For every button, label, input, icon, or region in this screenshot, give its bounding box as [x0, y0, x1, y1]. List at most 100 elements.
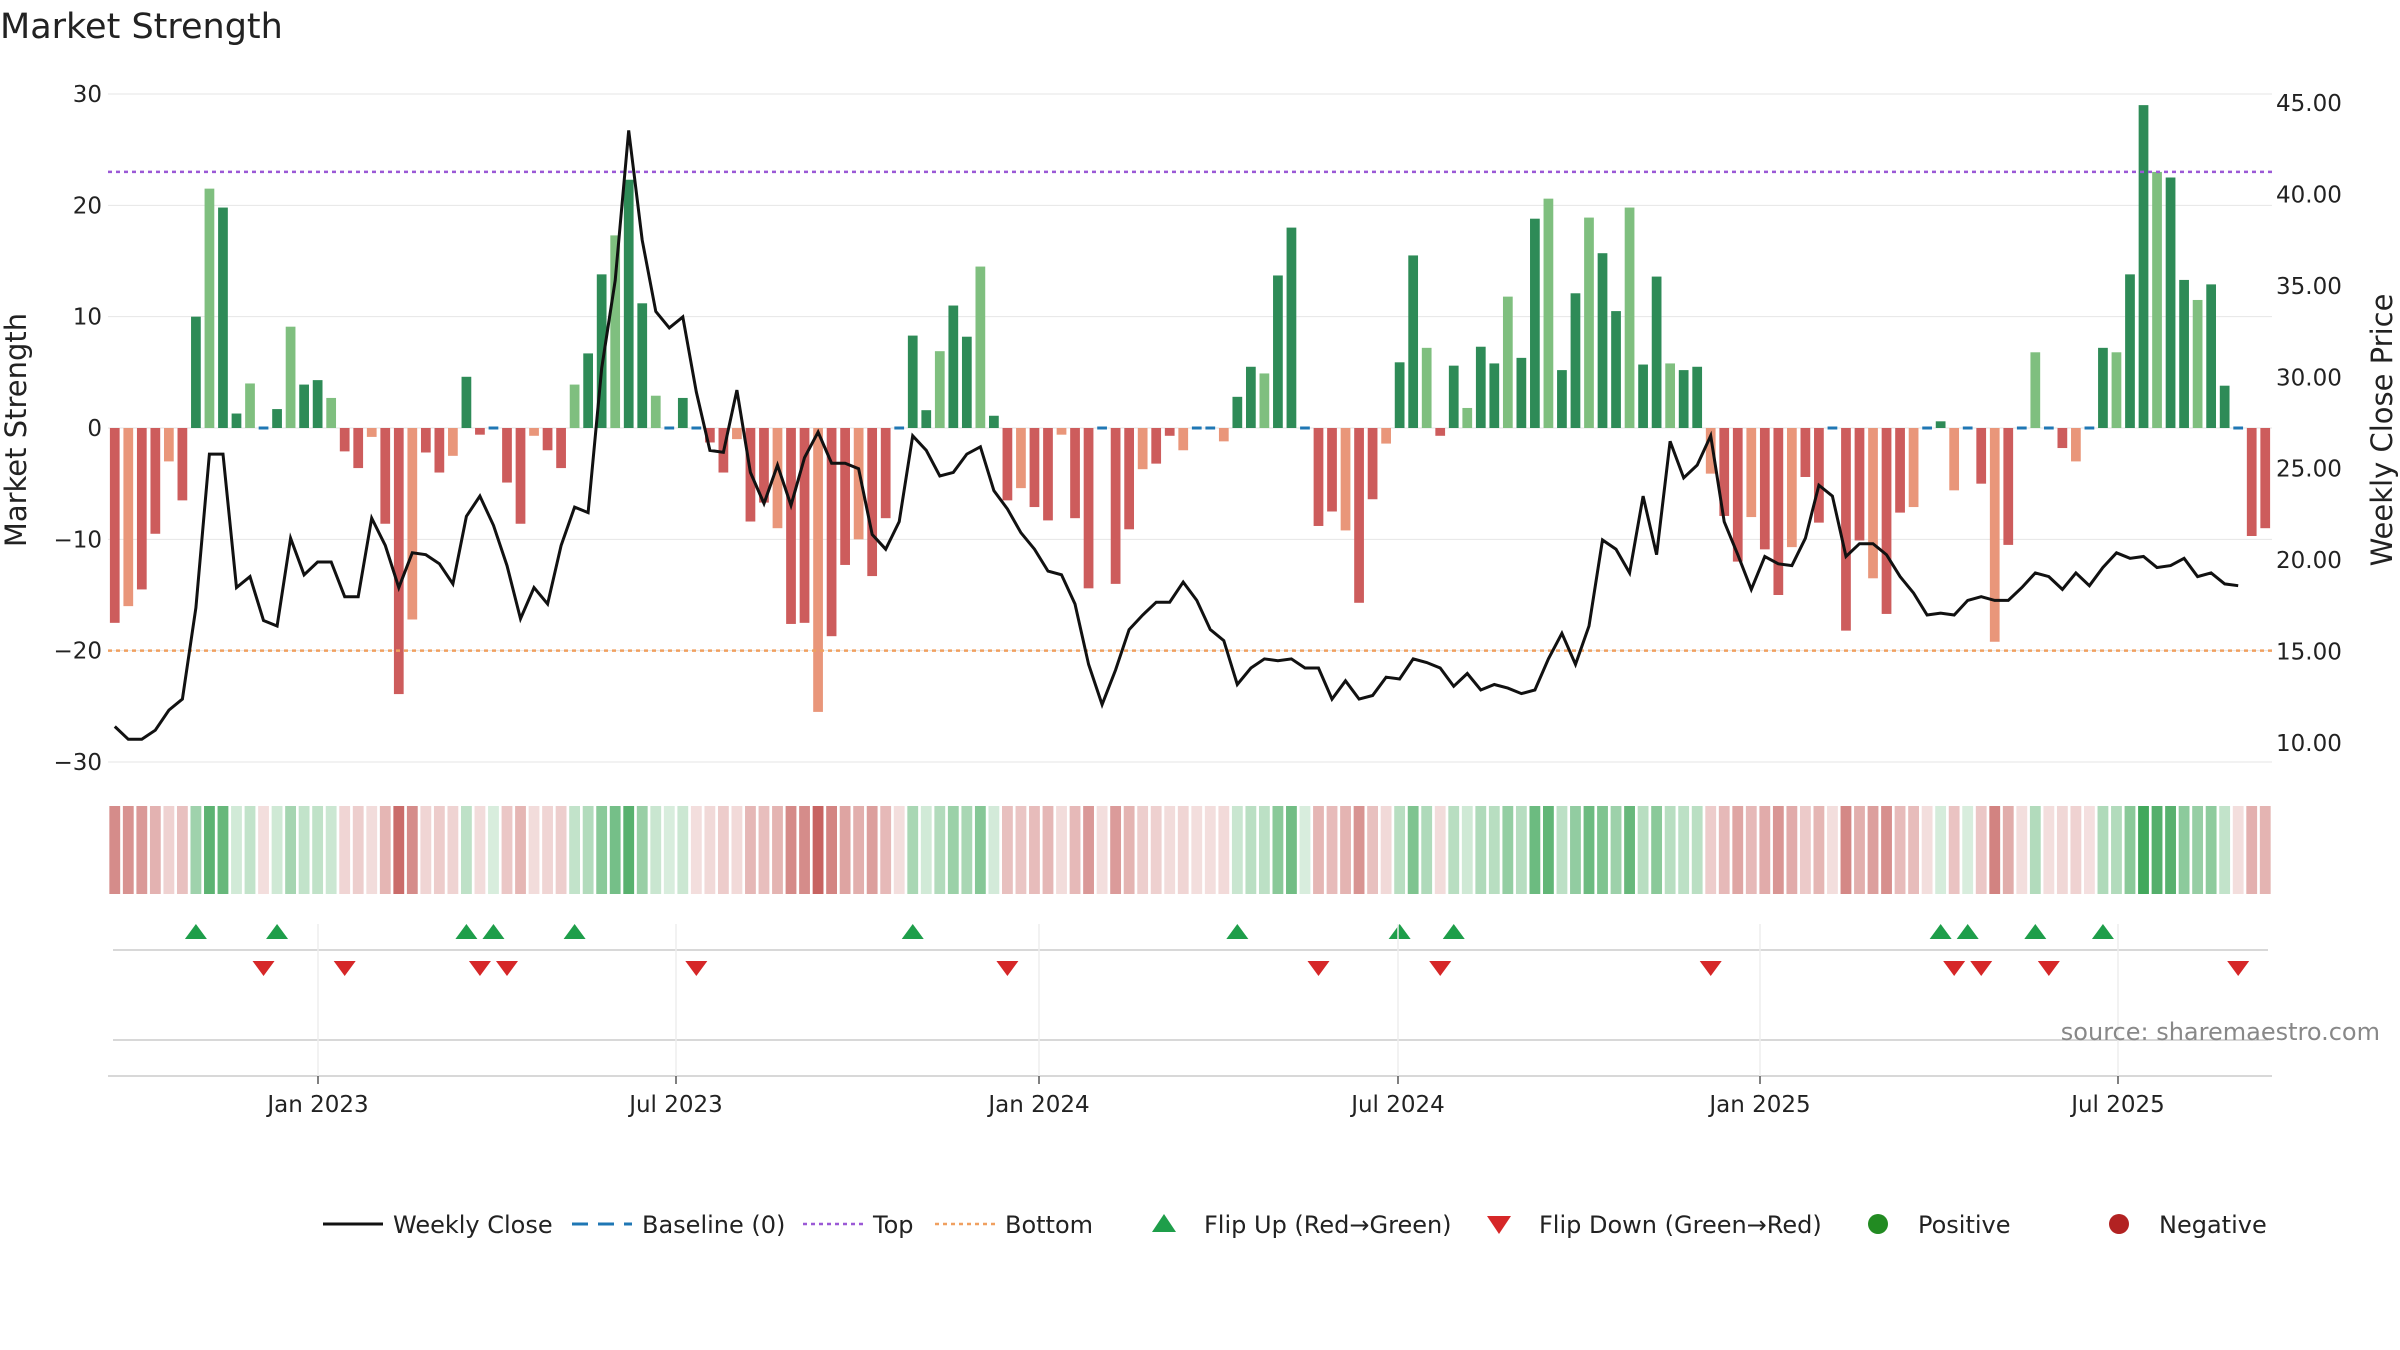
legend-label: Baseline (0) [642, 1211, 785, 1239]
legend-label: Flip Down (Green→Red) [1539, 1211, 1822, 1239]
heat-cell [2084, 806, 2095, 894]
heat-cell [109, 806, 121, 894]
reference-lines [108, 170, 2272, 652]
heat-cell [1177, 806, 1189, 894]
baseline-dash [1191, 426, 1202, 430]
heat-cell [663, 806, 675, 894]
flip-up-marker [482, 924, 505, 939]
strength-bar [1814, 428, 1824, 523]
heat-cell [1204, 806, 1216, 894]
strength-bar [2219, 385, 2230, 428]
heat-cell [974, 806, 986, 894]
legend-item: Weekly Close [323, 1211, 553, 1239]
strength-bar [407, 428, 418, 620]
legend-label: Top [872, 1211, 914, 1239]
chart-title: Market Strength [0, 7, 283, 47]
heat-cell [285, 806, 296, 894]
flip-markers-panel [108, 924, 2272, 1077]
strength-bar [1245, 366, 1256, 428]
heat-cell [596, 806, 608, 894]
strength-bar [1462, 407, 1473, 428]
heat-cell [1056, 806, 1067, 894]
heat-cell [1556, 806, 1568, 894]
strength-bar [515, 428, 526, 524]
heat-cell [1570, 806, 1581, 894]
baseline-dash [2084, 426, 2095, 430]
y2-tick-label: 35.00 [2276, 274, 2342, 300]
heat-cell [1624, 806, 1635, 894]
x-tick-label: Jul 2024 [1349, 1092, 1445, 1118]
strength-bar [759, 428, 769, 503]
flip-down-marker [2227, 961, 2250, 976]
strength-bar [1110, 428, 1121, 584]
heat-cell [1137, 806, 1149, 894]
strength-bar [380, 428, 391, 524]
strength-bar [813, 428, 823, 712]
baseline-dash [488, 426, 499, 430]
chart-legend: Weekly Close Baseline (0) Top Bottom Flip Up… [323, 1211, 2267, 1239]
strength-bar [2030, 352, 2041, 428]
heat-cell [853, 806, 865, 894]
strength-bar [1543, 198, 1554, 428]
heat-cell [298, 806, 310, 894]
baseline-dash [1827, 426, 1838, 430]
baseline-dash [1097, 426, 1107, 430]
heat-cell [1191, 806, 1203, 894]
x-tick-label: Jan 2025 [1707, 1092, 1810, 1118]
heat-cell [569, 806, 581, 894]
heat-cell [244, 806, 256, 894]
heat-cell [1529, 806, 1541, 894]
heat-cell [2219, 806, 2231, 894]
heat-cell [2178, 806, 2190, 894]
flip-up-marker [2024, 924, 2047, 939]
baseline-dash [894, 426, 905, 430]
heat-cell [406, 806, 418, 894]
strength-bar [1259, 373, 1270, 428]
source-note: source: sharemaestro.com [2061, 1018, 2380, 1046]
heat-cell [1827, 806, 1838, 894]
heat-cell [690, 806, 702, 894]
heat-cell [785, 806, 797, 894]
heat-cell [461, 806, 472, 894]
strength-bar [2098, 347, 2108, 428]
y-tick-label: −30 [53, 750, 102, 776]
flip-down-marker [468, 961, 491, 976]
heat-cell [1610, 806, 1622, 894]
strength-bar [1908, 428, 1919, 508]
strength-bar [420, 428, 431, 453]
flip-down-marker [1970, 961, 1993, 976]
flip-up-marker [1388, 924, 1411, 939]
y2-tick-label: 10.00 [2276, 731, 2342, 757]
strength-bar [339, 428, 350, 452]
strength-bar [1530, 218, 1540, 428]
legend-item: Positive [1868, 1211, 2011, 1239]
left-y-axis-ticks: 30 20 10 0 −10 −20 −30 [53, 82, 102, 776]
legend-swatch-triangle-down [1487, 1216, 1511, 1234]
heat-cell [1664, 806, 1676, 894]
heat-cell [1069, 806, 1081, 894]
strength-bar [1557, 370, 1567, 428]
heat-cell [1015, 806, 1027, 894]
strength-bar [2003, 428, 2014, 545]
strength-heat-strip [109, 806, 2271, 894]
strength-bar [1651, 276, 1662, 428]
strength-bar [772, 428, 783, 529]
strength-bar [434, 428, 445, 473]
legend-item: Negative [2109, 1211, 2267, 1239]
legend-item: Flip Up (Red→Green) [1152, 1211, 1452, 1239]
heat-cell [1962, 806, 1974, 894]
strength-bar [393, 428, 404, 695]
strength-bar [109, 428, 120, 623]
heat-cell [447, 806, 459, 894]
heat-cell [420, 806, 432, 894]
y-tick-label: 20 [73, 193, 102, 219]
heat-cell [2151, 806, 2163, 894]
strength-bar [123, 428, 134, 607]
baseline-dash [1962, 426, 1973, 430]
flip-down-marker [333, 961, 356, 976]
strength-bar [556, 428, 566, 469]
y2-tick-label: 15.00 [2276, 640, 2342, 666]
strength-bar [1800, 428, 1811, 477]
heat-cell [2002, 806, 2014, 894]
baseline-dash [691, 426, 702, 430]
